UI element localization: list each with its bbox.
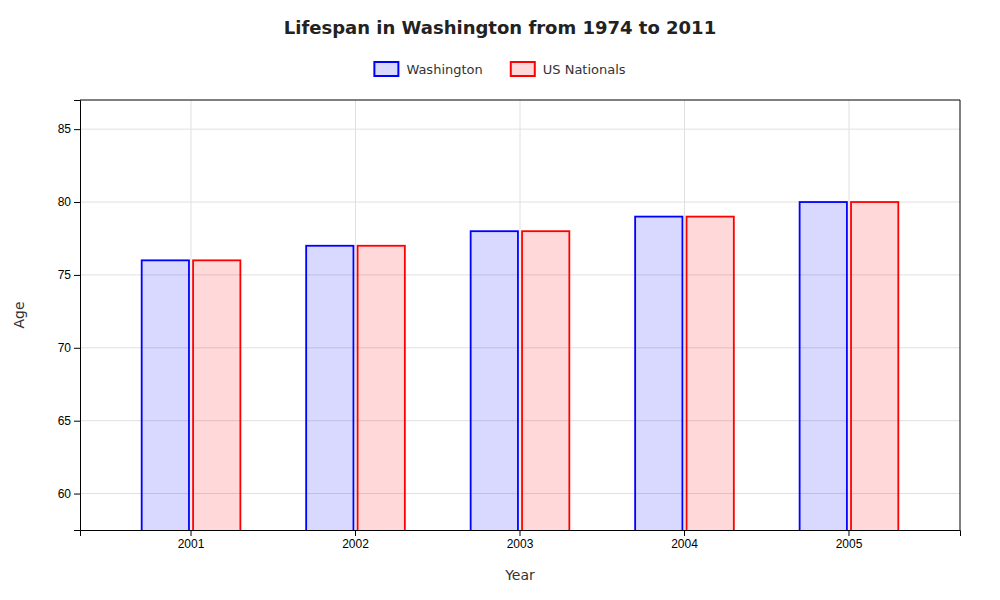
legend-label: US Nationals (543, 62, 626, 77)
bar (522, 231, 569, 530)
tick-label: 2001 (178, 537, 205, 551)
grid-line (684, 100, 685, 530)
bar (358, 246, 405, 530)
bar (800, 202, 847, 530)
tick-mark (191, 530, 192, 536)
bars (142, 202, 899, 530)
bar (306, 246, 353, 530)
grid-line (520, 100, 521, 530)
tick-label: 70 (58, 341, 72, 355)
legend-swatch (511, 62, 535, 76)
grid-line (355, 100, 356, 530)
tick-label: 2003 (507, 537, 534, 551)
tick-mark (355, 530, 356, 536)
tick-label: 2004 (671, 537, 698, 551)
y-axis-title: Age (11, 301, 27, 328)
tick-mark (74, 275, 80, 276)
bar (635, 217, 682, 530)
bar (687, 217, 734, 530)
tick-mark (74, 129, 80, 130)
tick-mark (74, 348, 80, 349)
tick-mark (848, 530, 849, 536)
tick: 60 (58, 487, 80, 501)
tick-label: 80 (58, 195, 72, 209)
tick: 2004 (671, 530, 698, 551)
legend-label: Washington (406, 62, 482, 77)
plot: 2001 2002 2003 2004 2005 60 65 70 75 80 85 (58, 100, 961, 600)
bar (851, 202, 898, 530)
bar (471, 231, 518, 530)
tick-label: 85 (58, 122, 72, 136)
title: Lifespan in Washington from 1974 to 2011 (284, 17, 716, 38)
frame (960, 100, 961, 530)
x-axis: 2001 2002 2003 2004 2005 (81, 530, 961, 551)
bar (142, 260, 189, 530)
tick-mark (520, 530, 521, 536)
x-axis-title: Year (504, 567, 535, 583)
tick-mark (74, 494, 80, 495)
axis-line (74, 101, 81, 531)
series (142, 202, 847, 530)
legend-item: Washington (374, 62, 482, 77)
axis-line (81, 531, 961, 537)
tick-label: 65 (58, 414, 72, 428)
tick: 75 (58, 268, 80, 282)
tick-label: 75 (58, 268, 72, 282)
tick: 80 (58, 195, 80, 209)
legend: Washington US Nationals (374, 62, 625, 77)
tick: 2003 (507, 530, 534, 551)
tick-mark (74, 202, 80, 203)
grid-line (191, 100, 192, 530)
tick: 2002 (342, 530, 369, 551)
frame (80, 100, 960, 101)
tick-mark (74, 421, 80, 422)
tick: 2005 (836, 530, 863, 551)
legend-item: US Nationals (511, 62, 626, 77)
tick: 2001 (178, 530, 205, 551)
tick: 70 (58, 341, 80, 355)
tick: 65 (58, 414, 80, 428)
legend-swatch (374, 62, 398, 76)
tick-label: 2005 (836, 537, 863, 551)
tick-label: 2002 (342, 537, 369, 551)
grid-line (848, 100, 849, 530)
chart: 2001 2002 2003 2004 2005 60 65 70 75 80 85 Year Age L… (0, 0, 1000, 600)
series (193, 202, 898, 530)
tick: 85 (58, 122, 80, 136)
y-axis: 60 65 70 75 80 85 (58, 101, 81, 531)
bar (193, 260, 240, 530)
tick-mark (684, 530, 685, 536)
tick-label: 60 (58, 487, 72, 501)
